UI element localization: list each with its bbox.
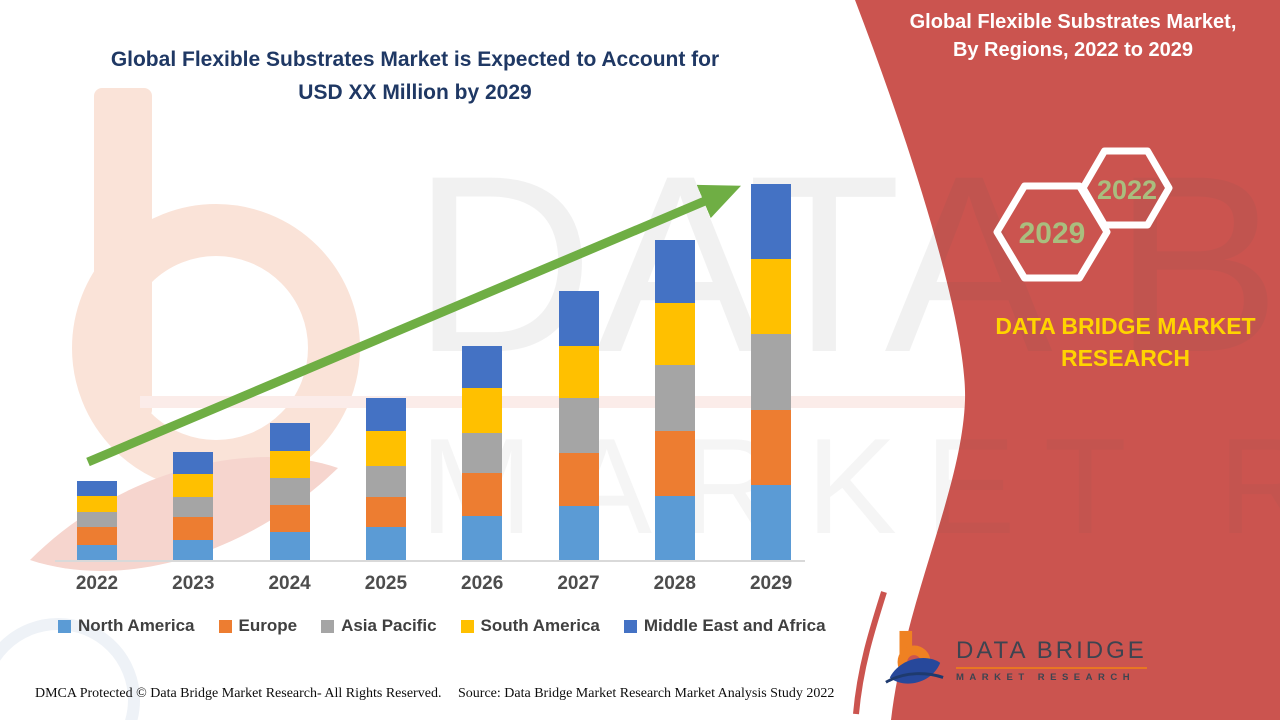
bar-2029-segment-north-america <box>751 485 792 560</box>
chart-title-line1: Global Flexible Substrates Market is Exp… <box>110 48 720 71</box>
bar-2028-segment-middle-east-and-africa <box>654 240 695 303</box>
bar-2026-segment-asia-pacific <box>462 433 503 473</box>
bar-2029 <box>751 184 792 560</box>
legend-item-middle-east-and-africa: Middle East and Africa <box>623 616 826 636</box>
x-axis-label-2025: 2025 <box>364 573 408 594</box>
bar-2028-segment-asia-pacific <box>654 365 695 431</box>
bar-2027-segment-south-america <box>558 346 599 398</box>
legend-label-europe: Europe <box>238 616 298 635</box>
bar-2025-segment-north-america <box>365 527 406 560</box>
bar-2022 <box>77 481 117 560</box>
company-logo: DATA BRIDGE MARKET RESEARCH <box>884 628 1147 692</box>
bar-2027-segment-middle-east-and-africa <box>558 291 599 346</box>
bar-2028-segment-north-america <box>654 496 695 560</box>
legend-label-north-america: North America <box>78 616 195 635</box>
panel-title-line1: Global Flexible Substrates Market, <box>909 11 1237 33</box>
bar-2029-segment-middle-east-and-africa <box>751 184 792 259</box>
brand-wordmark-line2: RESEARCH <box>1060 345 1191 372</box>
bar-2023-segment-europe <box>173 517 214 540</box>
bar-2024-segment-south-america <box>269 451 310 478</box>
legend-item-asia-pacific: Asia Pacific <box>321 616 437 636</box>
bar-2027-segment-europe <box>558 453 599 506</box>
bar-2022-segment-south-america <box>77 496 117 512</box>
bar-2026-segment-north-america <box>462 516 503 560</box>
bar-2029-segment-asia-pacific <box>751 334 792 410</box>
bar-2025-segment-asia-pacific <box>365 466 406 497</box>
hexagon-year-2022: 2022 <box>1096 175 1158 205</box>
legend-label-south-america: South America <box>480 616 600 635</box>
legend-swatch-icon-middle-east-and-africa <box>623 619 637 633</box>
bar-2023 <box>173 452 214 560</box>
bar-2026-segment-south-america <box>462 388 503 433</box>
company-logo-text: DATA BRIDGE MARKET RESEARCH <box>956 637 1147 683</box>
bar-2024-segment-middle-east-and-africa <box>269 423 310 451</box>
bar-2025 <box>365 398 406 560</box>
legend-item-north-america: North America <box>58 616 195 636</box>
company-logo-subtitle: MARKET RESEARCH <box>956 672 1136 683</box>
bar-2024-segment-europe <box>269 505 310 532</box>
legend-item-europe: Europe <box>218 616 298 636</box>
x-axis-label-2029: 2029 <box>749 573 793 594</box>
hexagon-year-2029: 2029 <box>1018 217 1086 250</box>
bar-2025-segment-south-america <box>365 431 406 466</box>
bar-2023-segment-asia-pacific <box>173 497 214 517</box>
legend-item-south-america: South America <box>460 616 600 636</box>
footer-source-text: Source: Data Bridge Market Research Mark… <box>458 686 835 701</box>
bar-2028-segment-south-america <box>654 303 695 365</box>
bar-2028-segment-europe <box>654 431 695 496</box>
bar-2022-segment-middle-east-and-africa <box>77 481 117 496</box>
brand-wordmark-line1: DATA BRIDGE MARKET <box>995 313 1256 339</box>
x-axis-label-2022: 2022 <box>75 573 119 594</box>
x-axis-label-2028: 2028 <box>653 573 696 594</box>
company-logo-rule <box>956 667 1147 669</box>
bar-2022-segment-europe <box>77 527 117 545</box>
footer-dmca-text: DMCA Protected © Data Bridge Market Rese… <box>35 686 442 701</box>
chart-legend: North America Europe Asia Pacific South Ame… <box>58 616 826 636</box>
bar-2027-segment-asia-pacific <box>558 398 599 453</box>
bar-2024-segment-north-america <box>269 532 310 560</box>
bar-2026-segment-middle-east-and-africa <box>462 346 503 388</box>
company-logo-icon <box>885 630 944 684</box>
bar-2026 <box>462 346 503 560</box>
legend-label-middle-east-and-africa: Middle East and Africa <box>643 616 826 635</box>
bar-2022-segment-north-america <box>77 545 117 560</box>
chart-title: Global Flexible Substrates Market is Exp… <box>80 44 750 109</box>
x-axis-label-2026: 2026 <box>461 573 504 594</box>
bar-2023-segment-middle-east-and-africa <box>173 452 214 474</box>
company-logo-title: DATA BRIDGE <box>956 637 1147 664</box>
x-axis-line <box>55 560 805 562</box>
x-axis-label-2027: 2027 <box>557 573 600 594</box>
legend-swatch-icon-south-america <box>460 619 474 633</box>
bar-2026-segment-europe <box>462 473 503 516</box>
bar-2024-segment-asia-pacific <box>269 478 310 505</box>
legend-swatch-icon-europe <box>218 619 232 633</box>
panel-title-line2: By Regions, 2022 to 2029 <box>952 39 1194 61</box>
legend-label-asia-pacific: Asia Pacific <box>341 616 437 635</box>
bar-2029-segment-europe <box>751 410 792 485</box>
x-axis-label-2023: 2023 <box>172 573 215 594</box>
panel-title: Global Flexible Substrates Market, By Re… <box>898 8 1248 64</box>
bar-2029-segment-south-america <box>751 259 792 334</box>
bar-2027 <box>558 291 599 560</box>
legend-swatch-icon-north-america <box>58 619 71 633</box>
bar-2022-segment-asia-pacific <box>77 512 117 527</box>
bar-2023-segment-south-america <box>173 474 214 497</box>
legend-swatch-icon-asia-pacific <box>321 619 335 633</box>
bar-2028 <box>654 240 695 560</box>
bar-2025-segment-middle-east-and-africa <box>365 398 406 431</box>
bar-2025-segment-europe <box>365 497 406 527</box>
bar-2023-segment-north-america <box>173 540 214 560</box>
brand-wordmark: DATA BRIDGE MARKET RESEARCH <box>978 310 1273 374</box>
bar-2027-segment-north-america <box>558 506 599 560</box>
chart-title-line2: USD XX Million by 2029 <box>298 80 532 104</box>
x-axis-label-2024: 2024 <box>268 573 311 594</box>
bar-2024 <box>269 423 310 560</box>
